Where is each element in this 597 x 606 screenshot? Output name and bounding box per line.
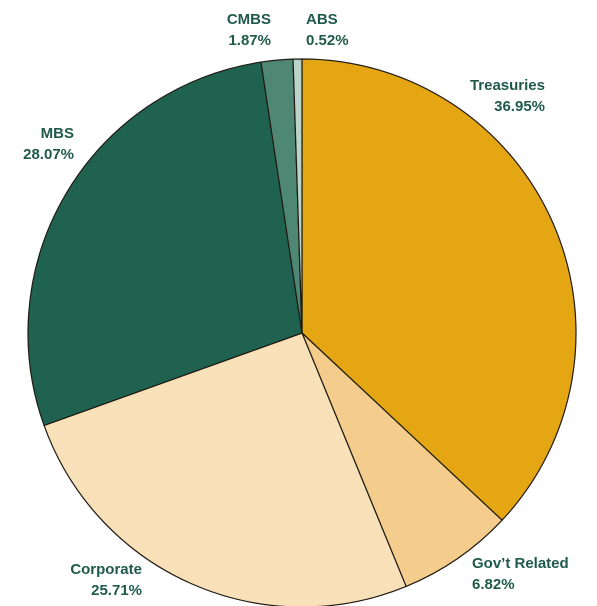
label-value-mbs: 28.07% bbox=[23, 146, 74, 163]
label-name-mbs: MBS bbox=[41, 125, 74, 142]
label-name-abs: ABS bbox=[306, 11, 338, 28]
label-value-abs: 0.52% bbox=[306, 32, 349, 49]
label-name-corporate: Corporate bbox=[70, 561, 142, 578]
slice-treasuries bbox=[301, 58, 577, 522]
pie-slices bbox=[27, 58, 577, 606]
label-value-corporate: 25.71% bbox=[91, 582, 142, 599]
pie-labels: Treasuries 36.95% Gov’t Related 6.82% Corpor… bbox=[23, 11, 569, 599]
label-value-cmbs: 1.87% bbox=[228, 32, 271, 49]
label-name-cmbs: CMBS bbox=[227, 11, 271, 28]
slice-corporate bbox=[43, 332, 407, 606]
slice-gov-t-related bbox=[301, 332, 503, 588]
label-value-treasuries: 36.95% bbox=[494, 98, 545, 115]
slice-mbs bbox=[27, 61, 303, 427]
slice-abs bbox=[292, 58, 303, 334]
label-value-gov-t-related: 6.82% bbox=[472, 576, 515, 593]
label-name-treasuries: Treasuries bbox=[470, 77, 545, 94]
label-name-gov-t-related: Gov’t Related bbox=[472, 555, 569, 572]
